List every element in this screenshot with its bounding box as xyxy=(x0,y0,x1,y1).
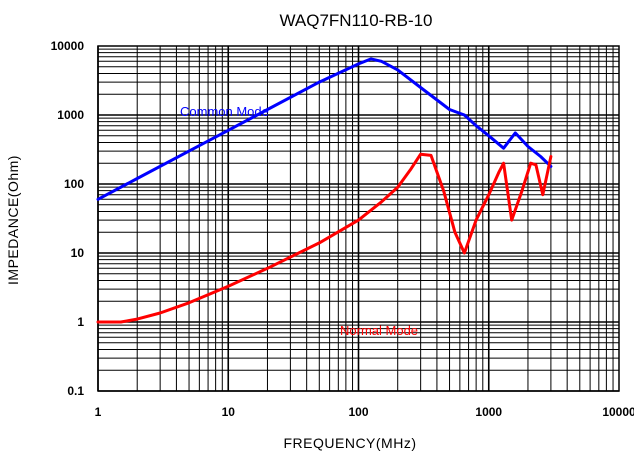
y-tick-label: 1 xyxy=(77,315,84,329)
y-axis-label: IMPEDANCE(Ohm) xyxy=(5,155,21,285)
x-axis-label: FREQUENCY(MHz) xyxy=(284,435,417,451)
y-tick-label: 10 xyxy=(71,246,85,260)
y-tick-labels: 0.1 1 10 100 1000 10000 xyxy=(51,39,85,398)
normal-mode-line xyxy=(96,152,553,324)
x-tick-label: 10000 xyxy=(602,405,634,419)
x-tick-label: 1000 xyxy=(475,405,502,419)
chart-title: WAQ7FN110-RB-10 xyxy=(279,11,432,30)
common-mode-label: Common Mode xyxy=(180,104,269,119)
y-tick-label: 1000 xyxy=(57,108,84,122)
grid xyxy=(97,46,619,392)
y-tick-label: 0.1 xyxy=(67,384,84,398)
common-mode-line xyxy=(96,57,553,201)
x-tick-label: 100 xyxy=(348,405,368,419)
normal-mode-label: Normal Mode xyxy=(340,323,418,338)
y-tick-label: 100 xyxy=(64,177,84,191)
y-tick-label: 10000 xyxy=(51,39,85,53)
x-tick-labels: 1 10 100 1000 10000 xyxy=(95,405,634,419)
series-layer xyxy=(96,57,553,324)
plot-frame xyxy=(97,45,620,392)
x-tick-label: 10 xyxy=(222,405,236,419)
x-tick-label: 1 xyxy=(95,405,102,419)
